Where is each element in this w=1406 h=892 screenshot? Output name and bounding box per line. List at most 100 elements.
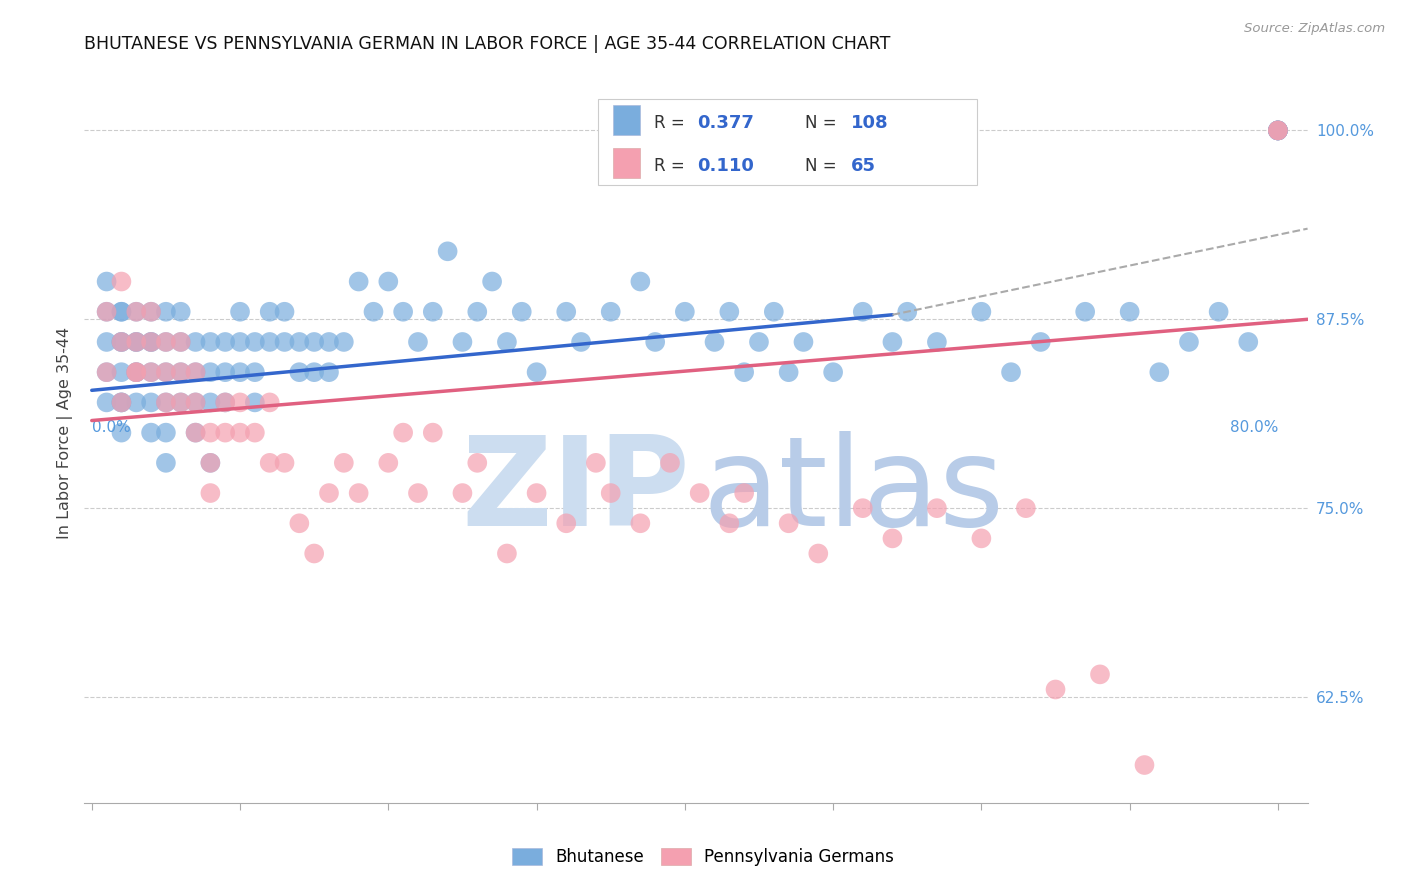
Point bbox=[170, 334, 193, 349]
Point bbox=[125, 365, 148, 379]
Point bbox=[229, 365, 252, 379]
Point bbox=[302, 547, 325, 561]
Point bbox=[96, 395, 118, 409]
Point bbox=[347, 486, 370, 500]
Point bbox=[1133, 758, 1156, 772]
Point bbox=[333, 334, 356, 349]
Point bbox=[200, 365, 222, 379]
Point bbox=[925, 334, 948, 349]
Point bbox=[1267, 123, 1289, 137]
Point bbox=[110, 425, 132, 440]
Point bbox=[125, 334, 148, 349]
Point bbox=[243, 395, 266, 409]
Point bbox=[184, 425, 207, 440]
Point bbox=[823, 365, 845, 379]
Text: 0.377: 0.377 bbox=[697, 114, 754, 132]
Point bbox=[184, 365, 207, 379]
Text: R =: R = bbox=[654, 157, 685, 175]
Point bbox=[555, 304, 578, 318]
Point bbox=[644, 334, 666, 349]
Point bbox=[243, 425, 266, 440]
Point bbox=[882, 532, 904, 546]
Point bbox=[1088, 667, 1111, 681]
Point bbox=[422, 425, 444, 440]
Point bbox=[302, 334, 325, 349]
Point bbox=[139, 334, 162, 349]
Point bbox=[229, 395, 252, 409]
Point bbox=[170, 365, 193, 379]
Point bbox=[139, 334, 162, 349]
Point bbox=[155, 304, 177, 318]
Text: BHUTANESE VS PENNSYLVANIA GERMAN IN LABOR FORCE | AGE 35-44 CORRELATION CHART: BHUTANESE VS PENNSYLVANIA GERMAN IN LABO… bbox=[84, 35, 891, 53]
Point bbox=[318, 334, 340, 349]
Point bbox=[852, 501, 875, 516]
Point bbox=[110, 275, 132, 289]
Point bbox=[392, 425, 415, 440]
Point bbox=[259, 395, 281, 409]
Point bbox=[288, 516, 311, 531]
Point bbox=[689, 486, 711, 500]
Point bbox=[599, 486, 621, 500]
Point bbox=[184, 334, 207, 349]
Point bbox=[125, 365, 148, 379]
Point bbox=[229, 425, 252, 440]
Point bbox=[139, 395, 162, 409]
Point bbox=[599, 304, 621, 318]
Point bbox=[1267, 123, 1289, 137]
Point bbox=[110, 334, 132, 349]
Point bbox=[139, 304, 162, 318]
Point bbox=[762, 304, 785, 318]
Point bbox=[155, 395, 177, 409]
Text: ZIP: ZIP bbox=[461, 432, 690, 552]
Point bbox=[110, 304, 132, 318]
Point bbox=[1208, 304, 1230, 318]
Point bbox=[110, 334, 132, 349]
Point bbox=[659, 456, 682, 470]
Point bbox=[139, 304, 162, 318]
Point bbox=[628, 516, 651, 531]
Point bbox=[718, 516, 741, 531]
Point bbox=[718, 304, 741, 318]
Text: 0.110: 0.110 bbox=[697, 157, 754, 175]
Point bbox=[852, 304, 875, 318]
Point bbox=[1000, 365, 1022, 379]
Point bbox=[970, 304, 993, 318]
Point bbox=[125, 304, 148, 318]
Point bbox=[807, 547, 830, 561]
Point bbox=[110, 395, 132, 409]
Point bbox=[155, 334, 177, 349]
Point bbox=[1267, 123, 1289, 137]
FancyBboxPatch shape bbox=[598, 99, 977, 185]
Point bbox=[243, 365, 266, 379]
FancyBboxPatch shape bbox=[613, 148, 640, 178]
Point bbox=[170, 395, 193, 409]
Point bbox=[288, 365, 311, 379]
Point bbox=[170, 334, 193, 349]
Point bbox=[925, 501, 948, 516]
Point bbox=[155, 365, 177, 379]
Point bbox=[200, 395, 222, 409]
Point bbox=[347, 275, 370, 289]
Point bbox=[526, 365, 548, 379]
Point bbox=[214, 365, 236, 379]
Text: R =: R = bbox=[654, 114, 685, 132]
Point bbox=[748, 334, 770, 349]
Point bbox=[139, 334, 162, 349]
Point bbox=[1015, 501, 1038, 516]
Point bbox=[214, 334, 236, 349]
Point bbox=[555, 516, 578, 531]
FancyBboxPatch shape bbox=[613, 105, 640, 136]
Point bbox=[1267, 123, 1289, 137]
Point bbox=[170, 304, 193, 318]
Point bbox=[96, 275, 118, 289]
Point bbox=[628, 275, 651, 289]
Point bbox=[184, 395, 207, 409]
Point bbox=[481, 275, 503, 289]
Point bbox=[155, 395, 177, 409]
Point bbox=[155, 425, 177, 440]
Point bbox=[243, 334, 266, 349]
Point bbox=[259, 456, 281, 470]
Point bbox=[1074, 304, 1097, 318]
Point bbox=[778, 365, 800, 379]
Point bbox=[125, 304, 148, 318]
